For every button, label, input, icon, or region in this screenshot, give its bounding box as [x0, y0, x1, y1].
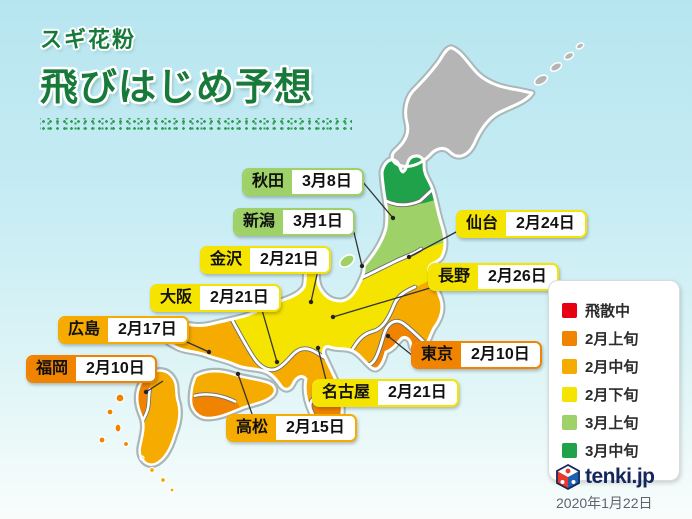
map-islands-northeast — [533, 42, 585, 86]
city-name: 福岡 — [28, 357, 77, 381]
city-name: 大阪 — [152, 286, 201, 310]
city-date: 2月15日 — [276, 416, 355, 440]
city-date: 3月8日 — [292, 170, 362, 194]
tenki-cube-icon — [556, 464, 580, 490]
leader-dots — [143, 215, 412, 395]
legend-label: 飛散中 — [585, 303, 631, 320]
title-block: スギ花粉 飛びはじめ予想 — [40, 22, 352, 131]
city-name: 東京 — [413, 343, 462, 367]
footer-date: 2020年1月22日 — [556, 495, 653, 511]
city-name: 秋田 — [244, 170, 293, 194]
city-date: 2月24日 — [506, 212, 585, 236]
legend-item-scattering: 飛散中 — [562, 300, 666, 321]
legend-swatch-green — [562, 443, 577, 458]
city-name: 高松 — [228, 416, 277, 440]
map-island-sado — [339, 254, 355, 268]
city-date: 2月17日 — [108, 318, 187, 342]
legend-label: 3月上旬 — [585, 415, 639, 432]
city-name: 広島 — [60, 318, 109, 342]
city-date: 3月1日 — [283, 210, 353, 234]
legend: 飛散中 2月上旬 2月中旬 2月下旬 3月上旬 3月中旬 — [548, 280, 680, 481]
city-label-osaka: 大阪 2月21日 — [150, 284, 281, 312]
city-label-takamatsu: 高松 2月15日 — [226, 414, 357, 442]
city-date: 2月21日 — [378, 381, 457, 405]
city-label-nagano: 長野 2月26日 — [428, 263, 559, 291]
leader-lines — [145, 180, 459, 415]
page-title: 飛びはじめ予想 — [40, 67, 314, 109]
brand-name: tenki.jp — [585, 465, 655, 488]
legend-item-mar-mid: 3月中旬 — [562, 440, 666, 461]
city-date: 2月10日 — [76, 357, 155, 381]
legend-item-feb-mid: 2月中旬 — [562, 356, 666, 377]
legend-item-feb-early: 2月上旬 — [562, 328, 666, 349]
legend-item-feb-late: 2月下旬 — [562, 384, 666, 405]
city-date: 2月21日 — [250, 248, 329, 272]
city-label-niigata: 新潟 3月1日 — [233, 208, 355, 236]
city-label-tokyo: 東京 2月10日 — [411, 341, 542, 369]
legend-swatch-amber — [562, 359, 577, 374]
city-date: 2月26日 — [478, 265, 557, 289]
legend-label: 2月上旬 — [585, 331, 639, 348]
city-name: 名古屋 — [314, 381, 379, 405]
city-label-fukuoka: 福岡 2月10日 — [26, 355, 157, 383]
tenki-jp-logo[interactable]: tenki.jp — [556, 464, 655, 490]
city-name: 仙台 — [458, 212, 507, 236]
city-name: 新潟 — [235, 210, 284, 234]
city-date: 2月10日 — [461, 343, 540, 367]
title-kicker: スギ花粉 — [40, 27, 137, 52]
legend-swatch-lightgreen — [562, 415, 577, 430]
city-name: 長野 — [430, 265, 479, 289]
city-label-nagoya: 名古屋 2月21日 — [312, 379, 459, 407]
legend-swatch-orange — [562, 331, 577, 346]
city-label-hiroshima: 広島 2月17日 — [58, 316, 189, 344]
legend-label: 3月中旬 — [585, 443, 639, 460]
city-date: 2月21日 — [200, 286, 279, 310]
city-label-sendai: 仙台 2月24日 — [456, 210, 587, 238]
city-name: 金沢 — [202, 248, 251, 272]
legend-label: 2月下旬 — [585, 387, 639, 404]
legend-item-mar-early: 3月上旬 — [562, 412, 666, 433]
legend-swatch-yellow — [562, 387, 577, 402]
footer: tenki.jp 2020年1月22日 — [556, 464, 655, 513]
legend-swatch-red — [562, 303, 577, 318]
title-dots-decoration — [40, 118, 352, 131]
city-label-akita: 秋田 3月8日 — [242, 168, 364, 196]
legend-label: 2月中旬 — [585, 359, 639, 376]
city-label-kanazawa: 金沢 2月21日 — [200, 246, 331, 274]
